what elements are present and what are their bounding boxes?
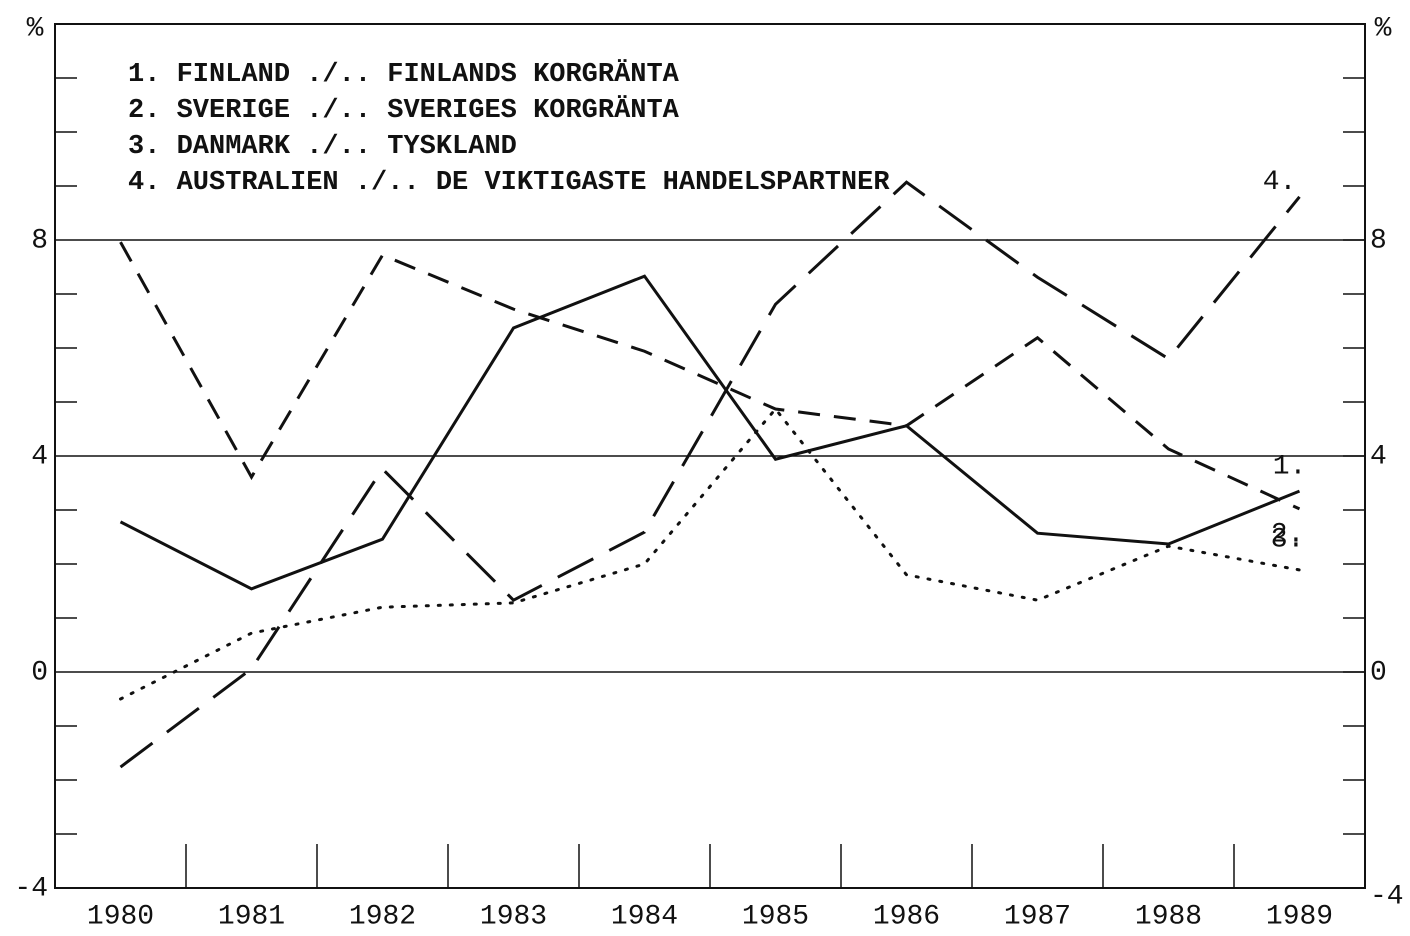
series-line: [119, 274, 1301, 591]
x-tick-label: 1984: [611, 901, 678, 932]
y2-tick-label: 8: [1370, 225, 1387, 256]
x-tick-label: 1986: [873, 901, 940, 932]
x-tick-label: 1988: [1135, 901, 1202, 932]
y2-tick-label: 0: [1370, 657, 1387, 688]
series-end-label: 2.: [1271, 519, 1305, 550]
y-tick-label: 0: [31, 657, 48, 688]
legend-entry: 3. DANMARK ./.. TYSKLAND: [128, 132, 517, 162]
legend-entry: 4. AUSTRALIEN ./.. DE VIKTIGASTE HANDELS…: [128, 168, 890, 198]
x-tick-label: 1982: [349, 901, 416, 932]
y-tick-label: 4: [31, 441, 48, 472]
x-tick-label: 1981: [218, 901, 285, 932]
x-tick-label: 1989: [1266, 901, 1333, 932]
x-tick-label: 1985: [742, 901, 809, 932]
y-tick-label: -4: [14, 873, 48, 904]
series-line: [119, 406, 1301, 701]
legend-entry: 1. FINLAND ./.. FINLANDS KORGRÄNTA: [128, 58, 680, 90]
x-tick-label: 1980: [87, 901, 154, 932]
series-end-label: 4.: [1263, 167, 1297, 198]
y2-tick-label: -4: [1370, 881, 1404, 912]
y-tick-label: 8: [31, 225, 48, 256]
legend-entry: 2. SVERIGE ./.. SVERIGES KORGRÄNTA: [128, 94, 680, 126]
y2-axis-label: %: [1375, 13, 1392, 44]
series-end-label: 3.: [1271, 524, 1305, 555]
series-line: [119, 180, 1301, 769]
x-tick-label: 1983: [480, 901, 547, 932]
y-axis-label: %: [27, 13, 44, 44]
x-tick-label: 1987: [1004, 901, 1071, 932]
y2-tick-label: 4: [1370, 441, 1387, 472]
series-end-label: 1.: [1273, 451, 1307, 482]
series-line: [119, 241, 1301, 511]
